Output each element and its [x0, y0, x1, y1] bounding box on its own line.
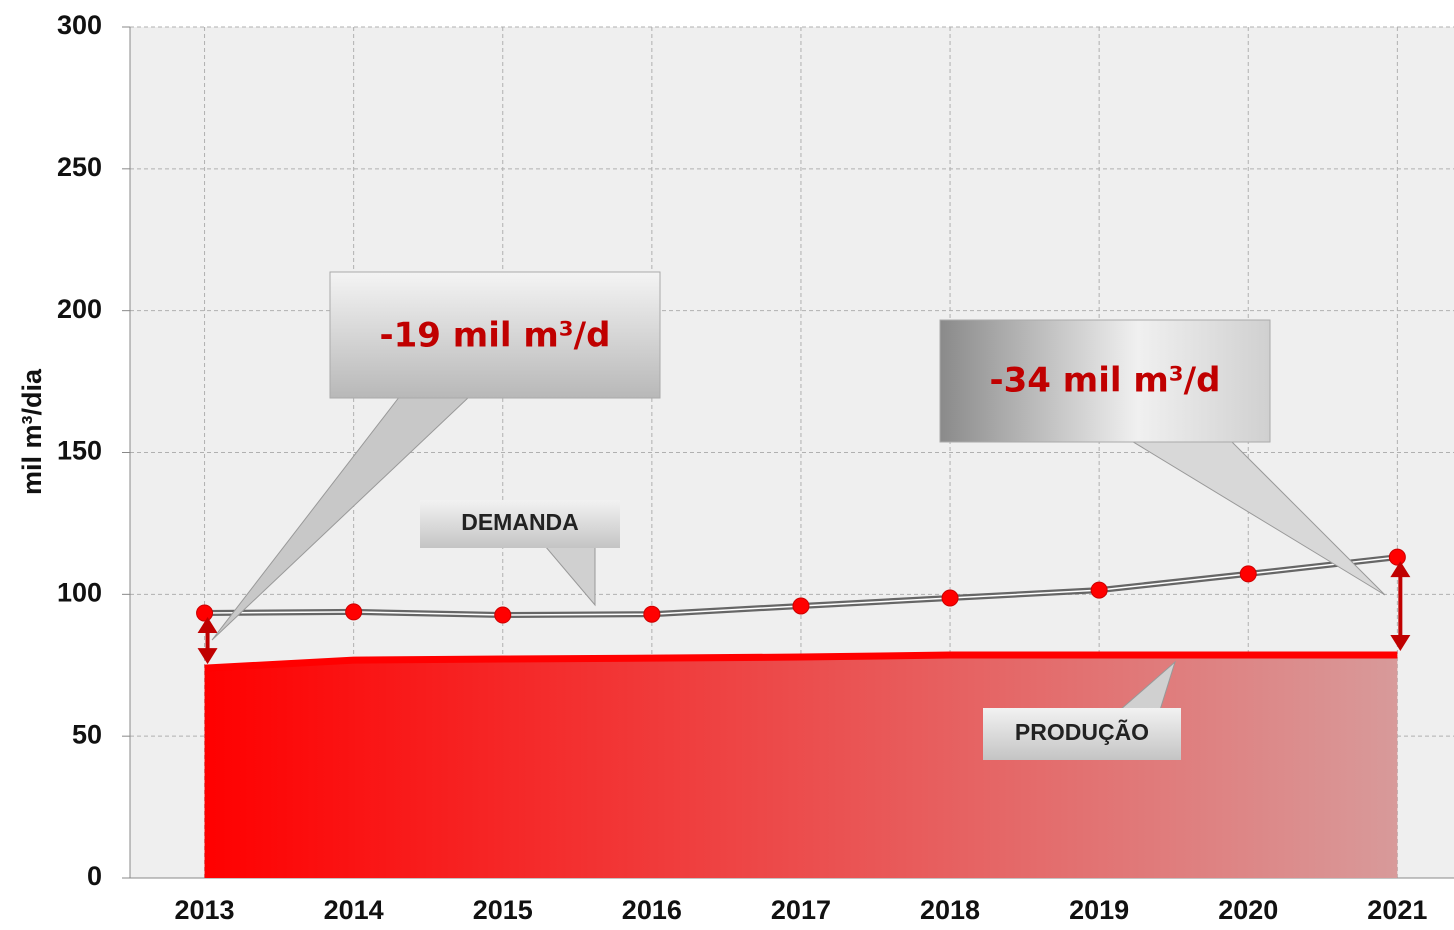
- y-tick-label: 200: [57, 294, 102, 324]
- x-tick-label: 2016: [622, 895, 682, 925]
- callout-box: [939, 319, 1271, 443]
- y-tick-label: 250: [57, 152, 102, 182]
- y-tick-label: 100: [57, 577, 102, 607]
- demand-marker: [1090, 581, 1108, 599]
- x-tick-label: 2017: [771, 895, 831, 925]
- x-tick-label: 2013: [175, 895, 235, 925]
- gap-arrow-head: [197, 617, 218, 634]
- demand-marker: [643, 605, 661, 623]
- callout-box: [329, 271, 661, 399]
- label-box: [420, 500, 620, 548]
- demand-marker: [494, 606, 512, 624]
- production-area: [204, 655, 1398, 878]
- x-tick-label: 2021: [1367, 895, 1427, 925]
- demand-marker: [345, 603, 363, 621]
- x-tick-label: 2014: [324, 895, 384, 925]
- gap-arrow-head: [197, 648, 218, 665]
- gap-arrow-head: [1390, 561, 1411, 578]
- y-tick-label: 50: [72, 719, 102, 749]
- y-tick-label: 0: [87, 861, 102, 891]
- demand-marker: [1239, 565, 1257, 583]
- y-tick-label: 150: [57, 436, 102, 466]
- series-label: DEMANDA: [461, 509, 579, 535]
- x-tick-label: 2018: [920, 895, 980, 925]
- series-label: PRODUÇÃO: [1015, 718, 1149, 745]
- demand-marker: [196, 604, 214, 622]
- x-tick-label: 2015: [473, 895, 533, 925]
- production-line: [204, 651, 1398, 672]
- label-box: [983, 708, 1181, 760]
- x-tick-label: 2020: [1218, 895, 1278, 925]
- demand-marker: [792, 597, 810, 615]
- annotations: -19 mil m³/d -34 mil m³/d DEMANDA PRODUÇ…: [211, 271, 1386, 760]
- annotation: -19 mil m³/d: [380, 316, 611, 356]
- y-tick-label: 300: [57, 10, 102, 40]
- gap-arrow-head: [1390, 635, 1411, 652]
- annotation: -34 mil m³/d: [990, 361, 1221, 401]
- demand-marker: [1388, 548, 1406, 566]
- demand-marker: [941, 589, 959, 607]
- y-axis-label: mil m³/dia: [17, 368, 47, 495]
- x-tick-label: 2019: [1069, 895, 1129, 925]
